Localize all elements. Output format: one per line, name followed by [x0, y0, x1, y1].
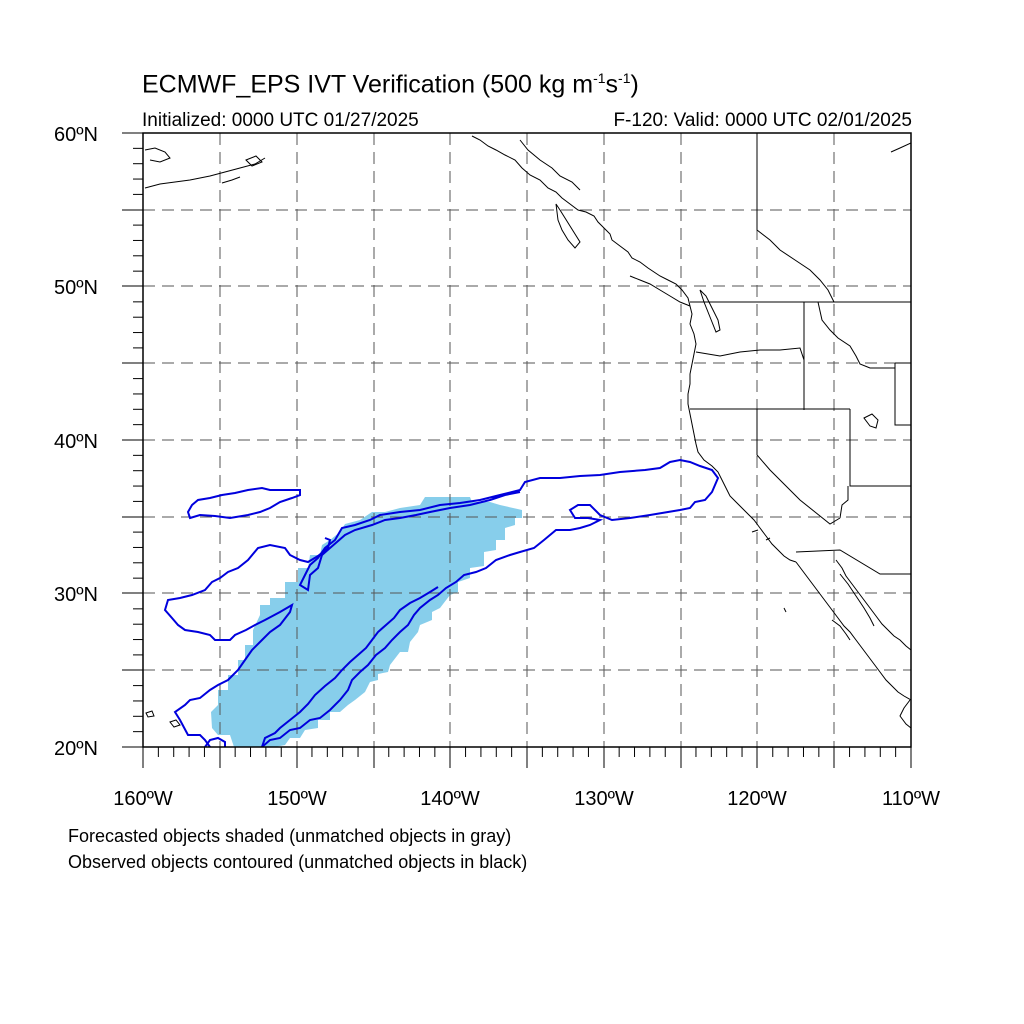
graticule	[143, 133, 911, 747]
footnote-observed: Observed objects contoured (unmatched ob…	[68, 852, 528, 872]
title-text-end: )	[630, 70, 639, 99]
map-title: ECMWF_EPS IVT Verification (500 kg m-1s-…	[142, 70, 639, 99]
lat-label-20n: 20ºN	[54, 738, 98, 760]
observed-ar-object	[261, 458, 720, 747]
lon-label-140w: 140ºW	[420, 788, 480, 810]
valid-time: F-120: Valid: 0000 UTC 02/01/2025	[613, 110, 912, 131]
initialized-time: Initialized: 0000 UTC 01/27/2025	[142, 110, 419, 131]
lon-label-130w: 130ºW	[574, 788, 634, 810]
lat-label-60n: 60ºN	[54, 124, 98, 146]
title-superscript-2: -1	[618, 70, 631, 86]
lon-label-150w: 150ºW	[267, 788, 327, 810]
lat-label-30n: 30ºN	[54, 584, 98, 606]
title-text: ECMWF_EPS IVT Verification (500 kg m	[142, 70, 594, 99]
forecast-ivt-object	[211, 497, 522, 747]
lon-label-160w: 160ºW	[113, 788, 173, 810]
title-superscript-1: -1	[593, 70, 606, 86]
axis-ticks	[122, 132, 912, 768]
lat-label-50n: 50ºN	[54, 277, 98, 299]
lon-label-110w: 110ºW	[882, 788, 940, 810]
observed-contours	[163, 458, 720, 747]
observed-west-object	[163, 537, 332, 747]
latitude-labels: 20ºN 30ºN 40ºN 50ºN 60ºN	[54, 124, 98, 760]
lat-label-40n: 40ºN	[54, 431, 98, 453]
minor-ticks	[133, 147, 897, 757]
observed-north-object	[186, 486, 301, 520]
longitude-labels: 160ºW 150ºW 140ºW 130ºW 120ºW 110ºW	[113, 788, 940, 810]
title-text-mid: s	[605, 70, 619, 99]
footnote-forecast: Forecasted objects shaded (unmatched obj…	[68, 826, 512, 846]
political-borders	[690, 133, 911, 575]
lon-label-120w: 120ºW	[727, 788, 787, 810]
coastlines	[144, 135, 911, 729]
